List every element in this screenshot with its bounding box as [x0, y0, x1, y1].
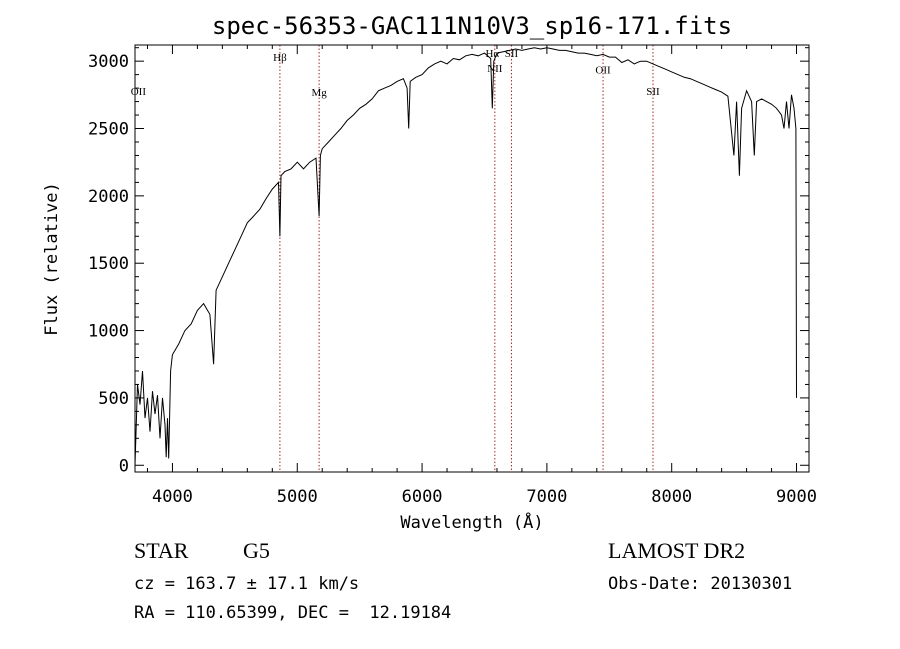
- y-axis: 0 500 1000 1500 2000 2500 3000: [88, 47, 809, 476]
- ra-dec-coordinates: RA = 110.65399, DEC = 12.19184: [134, 603, 452, 623]
- y-tick-label: 1000: [88, 322, 129, 342]
- y-axis-label: Flux (relative): [42, 182, 62, 336]
- y-tick-label: 1500: [88, 254, 129, 274]
- y-tick-label: 500: [98, 389, 129, 409]
- marker-label-hβ: Hβ: [273, 52, 287, 64]
- chart-title: spec-56353-GAC111N10V3_sp16-171.fits: [212, 12, 732, 40]
- y-tick-label: 3000: [88, 52, 129, 72]
- redshift-cz: cz = 163.7 ± 17.1 km/s: [134, 574, 360, 594]
- x-axis-label: Wavelength (Å): [400, 511, 543, 533]
- observation-date: Obs-Date: 20130301: [608, 574, 793, 594]
- spectrum-line: [134, 47, 797, 466]
- x-tick-label: 9000: [776, 487, 817, 507]
- x-axis: 4000 5000 6000 7000 8000 9000: [146, 45, 817, 507]
- survey-name: LAMOST DR2: [608, 538, 746, 563]
- plot-frame: [134, 44, 810, 473]
- marker-label-nii: NII: [487, 63, 503, 75]
- object-class: STAR: [134, 538, 189, 563]
- x-tick-label: 6000: [402, 487, 443, 507]
- x-tick-label: 4000: [152, 487, 193, 507]
- y-tick-label: 2000: [88, 187, 129, 207]
- object-subclass: G5: [243, 538, 270, 563]
- marker-label-hα: Hα: [485, 48, 499, 60]
- marker-label-sii: SII: [646, 86, 660, 98]
- x-tick-label: 5000: [277, 487, 318, 507]
- x-tick-label: 8000: [651, 487, 692, 507]
- marker-label-mg: Mg: [311, 87, 327, 99]
- marker-label-oii: OII: [595, 64, 611, 76]
- y-tick-label: 2500: [88, 120, 129, 140]
- x-tick-label: 7000: [526, 487, 567, 507]
- y-tick-label: 0: [119, 456, 129, 476]
